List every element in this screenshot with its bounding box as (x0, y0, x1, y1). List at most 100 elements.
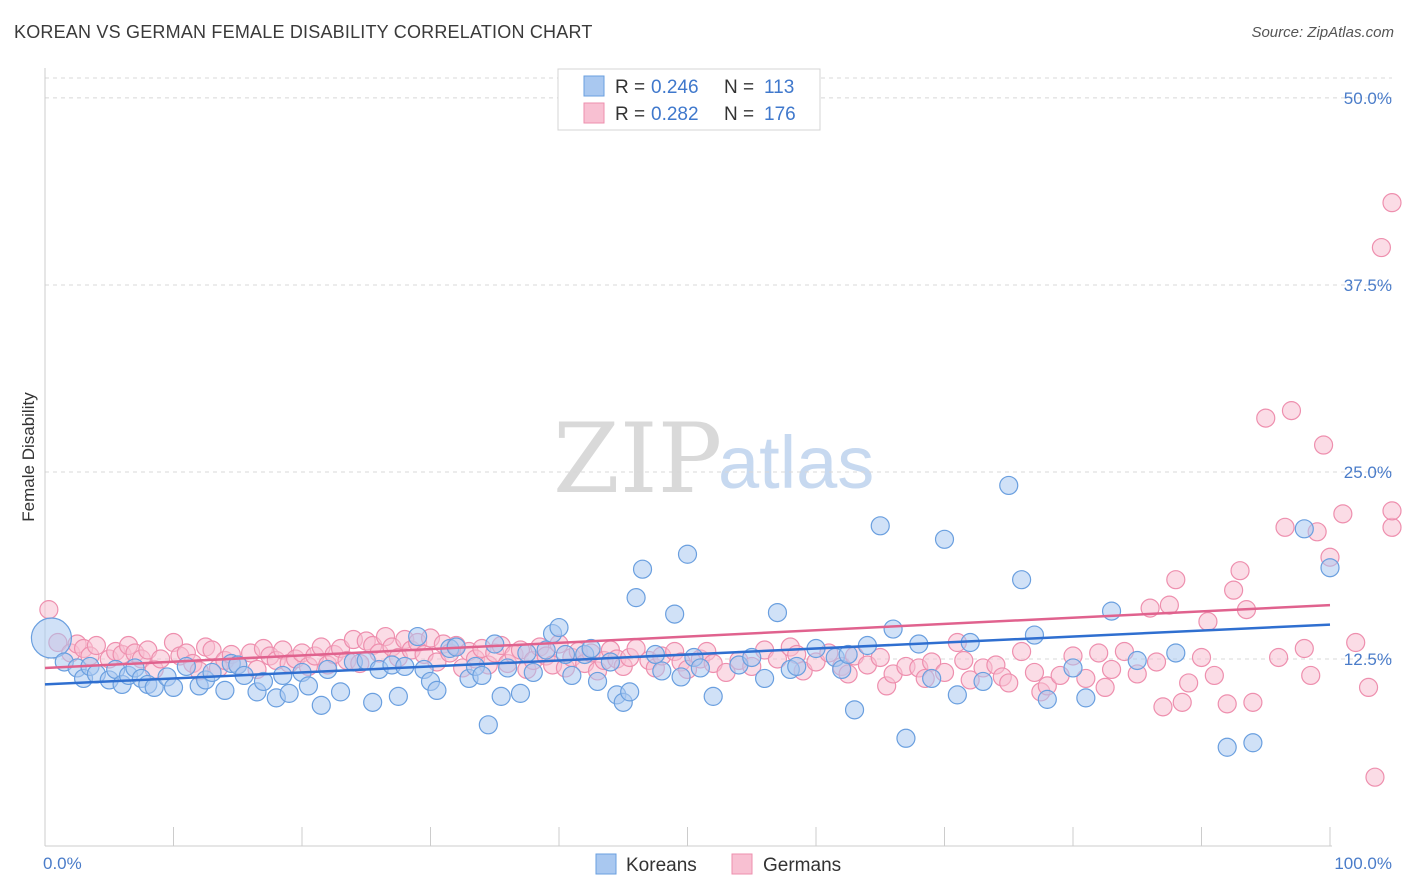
x-tick-label-min: 0.0% (43, 854, 82, 873)
german-point (1198, 611, 1218, 632)
koreans-points (30, 475, 1340, 757)
korean-point (677, 544, 698, 564)
stats-legend: R = 0.246 N = 113 R = 0.282 N = 176 (557, 68, 821, 131)
korean-point (626, 588, 646, 608)
korean-point (1024, 625, 1045, 645)
korean-point (934, 529, 955, 549)
german-point (1256, 408, 1276, 428)
german-point (1294, 638, 1314, 659)
korean-point (587, 671, 608, 692)
german-point (1146, 652, 1167, 672)
korean-point (1127, 650, 1147, 671)
korean-point (999, 475, 1019, 496)
bottom-legend-koreans-label: Koreans (626, 855, 697, 876)
source-label: Source: ZipAtlas.com (1251, 24, 1394, 41)
german-point (1382, 501, 1402, 521)
korean-point (215, 680, 235, 701)
legend-koreans-r-label: R = (615, 77, 645, 98)
korean-point (632, 559, 653, 579)
korean-point (1011, 570, 1032, 590)
legend-germans-r-value: 0.282 (651, 104, 699, 125)
korean-point (562, 665, 582, 686)
legend-koreans-swatch (583, 75, 605, 97)
korean-point (472, 665, 492, 686)
y-tick-label: 12.5% (1344, 650, 1392, 669)
korean-point (408, 626, 428, 647)
german-point (1166, 570, 1186, 590)
korean-point (517, 643, 537, 663)
korean-point (947, 685, 967, 705)
german-point (1076, 668, 1096, 689)
korean-point (510, 683, 531, 703)
korean-point (665, 604, 685, 624)
german-point (999, 673, 1019, 693)
german-point (954, 650, 974, 671)
korean-point (202, 662, 222, 683)
german-point (1230, 561, 1250, 581)
korean-point (1063, 658, 1083, 678)
german-point (1191, 647, 1212, 668)
korean-point (1101, 601, 1122, 621)
chart-title: KOREAN VS GERMAN FEMALE DISABILITY CORRE… (14, 22, 593, 42)
legend-koreans-n-value: 113 (764, 77, 794, 98)
german-point (1371, 237, 1392, 258)
korean-point (491, 686, 511, 706)
legend-germans-n-value: 176 (764, 104, 796, 125)
bottom-legend-germans-swatch (731, 853, 753, 875)
korean-point (273, 665, 293, 686)
korean-point (1243, 733, 1263, 753)
korean-point (30, 617, 73, 659)
korean-point (298, 676, 319, 696)
korean-point (1294, 519, 1314, 539)
german-point (1011, 641, 1032, 662)
german-point (1095, 677, 1115, 698)
german-point (1217, 694, 1237, 714)
german-point (151, 649, 171, 669)
korean-point (620, 682, 640, 702)
korean-point (485, 634, 505, 654)
korean-point (549, 617, 569, 638)
korean-point (703, 686, 723, 706)
korean-point (767, 602, 788, 623)
y-tick-label: 50.0% (1344, 89, 1392, 108)
german-point (1179, 673, 1199, 693)
watermark-zip: ZIP (553, 403, 722, 515)
korean-point (922, 668, 942, 689)
korean-point (311, 695, 331, 715)
legend-koreans-r-value: 0.246 (651, 77, 699, 98)
german-point (870, 647, 890, 668)
german-point (1024, 662, 1045, 683)
german-point (1204, 665, 1224, 686)
german-point (1346, 632, 1366, 653)
korean-point (896, 728, 916, 748)
y-tick-labels: 12.5% 25.0% 37.5% 50.0% (1344, 89, 1392, 669)
legend-germans-r-label: R = (615, 104, 645, 125)
korean-point (427, 680, 447, 701)
korean-point (787, 656, 807, 677)
korean-point (478, 715, 498, 735)
bottom-legend-koreans-swatch (595, 853, 617, 875)
korean-point (1037, 689, 1057, 709)
korean-point (388, 686, 408, 706)
gridlines (45, 77, 1392, 660)
german-point (1301, 665, 1321, 686)
bottom-legend-germans-label: Germans (763, 855, 841, 876)
korean-point (330, 682, 351, 702)
legend-germans-n-label: N = (724, 104, 754, 125)
korean-point (844, 700, 865, 720)
german-point (1089, 643, 1109, 663)
korean-point (318, 659, 338, 680)
korean-point (652, 661, 672, 681)
german-point (1382, 193, 1402, 213)
german-point (1224, 580, 1244, 600)
x-tick-label-max: 100.0% (1334, 854, 1392, 873)
german-point (1153, 697, 1173, 717)
x-tick-marks (44, 827, 1331, 846)
korean-point (690, 658, 710, 678)
y-axis-title: Female Disability (19, 392, 38, 522)
korean-point (523, 662, 543, 683)
korean-point (581, 638, 601, 659)
german-point (1172, 692, 1192, 712)
korean-point (1320, 558, 1340, 578)
